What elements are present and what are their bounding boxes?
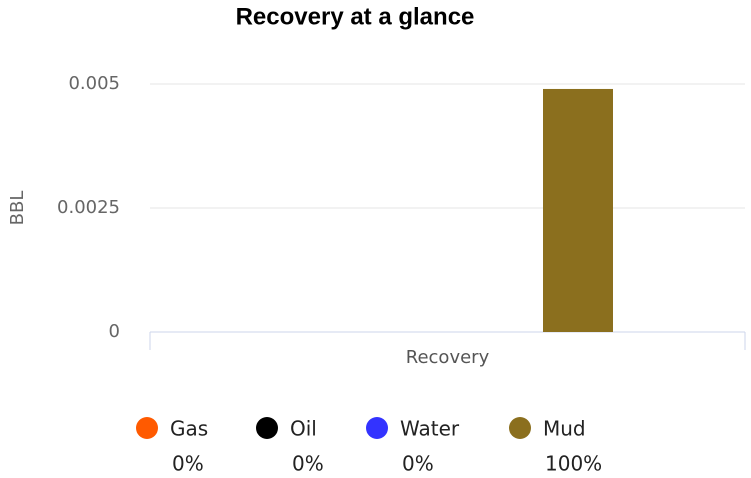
legend-marker	[256, 417, 278, 439]
y-tick-label: 0.005	[68, 73, 120, 94]
legend-label: Oil	[290, 417, 317, 441]
legend-label: Water	[400, 417, 460, 441]
legend-percent: 100%	[545, 452, 602, 476]
legend-label: Gas	[170, 417, 208, 441]
chart-title: Recovery at a glance	[236, 3, 475, 30]
legend-marker	[366, 417, 388, 439]
legend-percent: 0%	[292, 452, 324, 476]
legend-marker	[136, 417, 158, 439]
y-tick-label: 0	[109, 321, 120, 342]
y-tick-label: 0.0025	[57, 197, 120, 218]
y-axis-title: BBL	[7, 191, 28, 226]
legend-percent: 0%	[172, 452, 204, 476]
legend-label: Mud	[543, 417, 586, 441]
legend-marker	[509, 417, 531, 439]
x-tick-label: Recovery	[406, 347, 490, 368]
bar	[543, 88, 613, 333]
legend-percent: 0%	[402, 452, 434, 476]
